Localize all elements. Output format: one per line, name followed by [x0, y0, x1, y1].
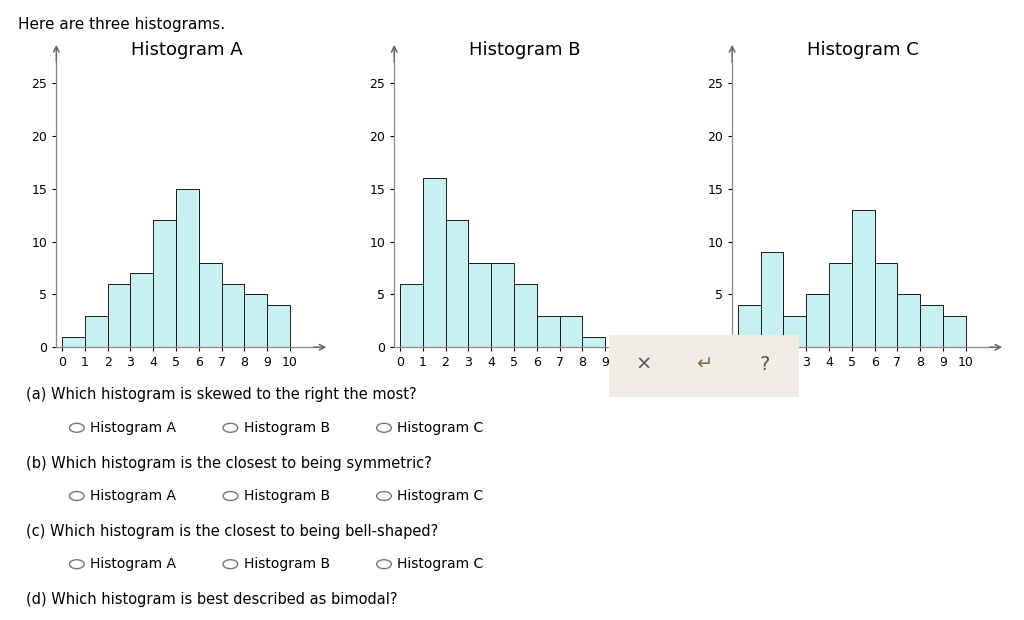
Bar [874, 263, 897, 347]
Bar [154, 221, 176, 347]
Bar [199, 263, 221, 347]
Bar [108, 284, 130, 347]
Text: (c) Which histogram is the closest to being bell-shaped?: (c) Which histogram is the closest to be… [26, 524, 438, 539]
Title: Histogram A: Histogram A [131, 41, 243, 59]
Bar [85, 316, 108, 347]
Text: (d) Which histogram is best described as bimodal?: (d) Which histogram is best described as… [26, 592, 397, 607]
Text: (b) Which histogram is the closest to being symmetric?: (b) Which histogram is the closest to be… [26, 456, 431, 471]
Text: Histogram A: Histogram A [90, 489, 176, 503]
Bar [583, 337, 605, 347]
Bar [514, 284, 537, 347]
Text: Here are three histograms.: Here are three histograms. [18, 17, 225, 32]
Text: Histogram C: Histogram C [397, 489, 483, 503]
Bar [738, 305, 761, 347]
Bar [492, 263, 514, 347]
Bar [245, 294, 267, 347]
Text: ?: ? [760, 355, 770, 374]
Title: Histogram B: Histogram B [469, 41, 581, 59]
Title: Histogram C: Histogram C [807, 41, 919, 59]
Text: ×: × [635, 355, 651, 374]
Bar [423, 178, 445, 347]
Bar [62, 337, 85, 347]
Bar [783, 316, 806, 347]
Text: (a) Which histogram is skewed to the right the most?: (a) Which histogram is skewed to the rig… [26, 388, 416, 402]
Bar [130, 273, 154, 347]
Text: Histogram B: Histogram B [244, 489, 330, 503]
Bar [221, 284, 245, 347]
Bar [897, 294, 921, 347]
Bar [921, 305, 943, 347]
Bar [761, 252, 783, 347]
Bar [176, 188, 199, 347]
Bar [468, 263, 492, 347]
Bar [852, 210, 874, 347]
Bar [806, 294, 829, 347]
Text: Histogram A: Histogram A [90, 557, 176, 571]
FancyBboxPatch shape [600, 334, 808, 398]
Text: ↵: ↵ [696, 355, 712, 374]
Text: Histogram A: Histogram A [90, 421, 176, 435]
Bar [445, 221, 468, 347]
Bar [537, 316, 559, 347]
Bar [829, 263, 852, 347]
Bar [559, 316, 583, 347]
Bar [943, 316, 966, 347]
Text: Histogram B: Histogram B [244, 421, 330, 435]
Bar [267, 305, 290, 347]
Text: Histogram C: Histogram C [397, 557, 483, 571]
Text: Histogram B: Histogram B [244, 557, 330, 571]
Text: Histogram C: Histogram C [397, 421, 483, 435]
Bar [400, 284, 423, 347]
